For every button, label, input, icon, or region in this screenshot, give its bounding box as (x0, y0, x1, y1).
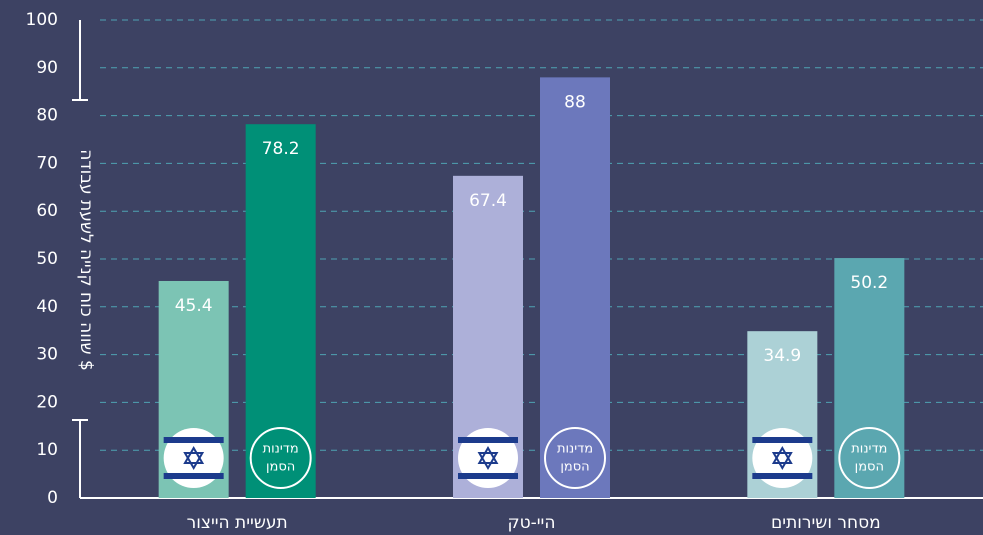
y-tick-label: 100 (26, 10, 58, 30)
y-tick-label: 70 (36, 153, 58, 173)
flag-stripe (163, 473, 224, 479)
badge-label: מדינות (851, 442, 887, 457)
y-tick-label: 60 (36, 201, 58, 221)
flag-icon (458, 428, 518, 488)
badge-label: הסמן (560, 460, 589, 475)
flag-stripe (752, 437, 813, 443)
badge (544, 427, 606, 489)
bar (834, 258, 905, 498)
badge-label: מדינות (557, 442, 593, 457)
badge (838, 427, 901, 489)
flag-stripe (163, 437, 224, 443)
y-tick-label: 80 (36, 106, 58, 126)
value-label: 67.4 (469, 191, 507, 211)
x-tick-label: תעשיית הייצור (187, 513, 288, 533)
x-tick-label: מסחר ושירותים (771, 513, 881, 533)
flag-stripe (458, 437, 518, 443)
value-label: 45.4 (175, 296, 213, 316)
y-tick-label: 90 (36, 58, 58, 78)
flag-icon (752, 428, 813, 488)
flag-stripe (752, 473, 813, 479)
star (477, 452, 499, 470)
star (183, 446, 205, 464)
x-tick-label: היי-טק (508, 513, 556, 533)
star (183, 452, 205, 470)
value-label: 34.9 (763, 346, 801, 366)
badge-label: הסמן (855, 460, 884, 475)
star (771, 446, 793, 464)
flag-stripe (458, 473, 518, 479)
value-label: 88 (564, 92, 586, 112)
y-tick-label: 40 (36, 297, 58, 317)
star (477, 446, 499, 464)
y-tick-label: 30 (36, 345, 58, 365)
y-axis-label: שווה כוח קנייה לשעת עבודה $ (76, 149, 96, 371)
bar (540, 77, 610, 499)
y-tick-label: 10 (36, 440, 58, 460)
badge-label: מדינות (263, 442, 299, 457)
badge (249, 427, 312, 489)
value-label: 78.2 (262, 139, 300, 159)
y-tick-label: 50 (36, 249, 58, 269)
y-tick-label: 20 (36, 392, 58, 412)
badge-label: הסמן (266, 460, 295, 475)
bar (245, 124, 316, 498)
star (771, 452, 793, 470)
value-label: 50.2 (850, 273, 888, 293)
flag-icon (163, 428, 224, 488)
y-tick-label: 0 (47, 488, 58, 508)
